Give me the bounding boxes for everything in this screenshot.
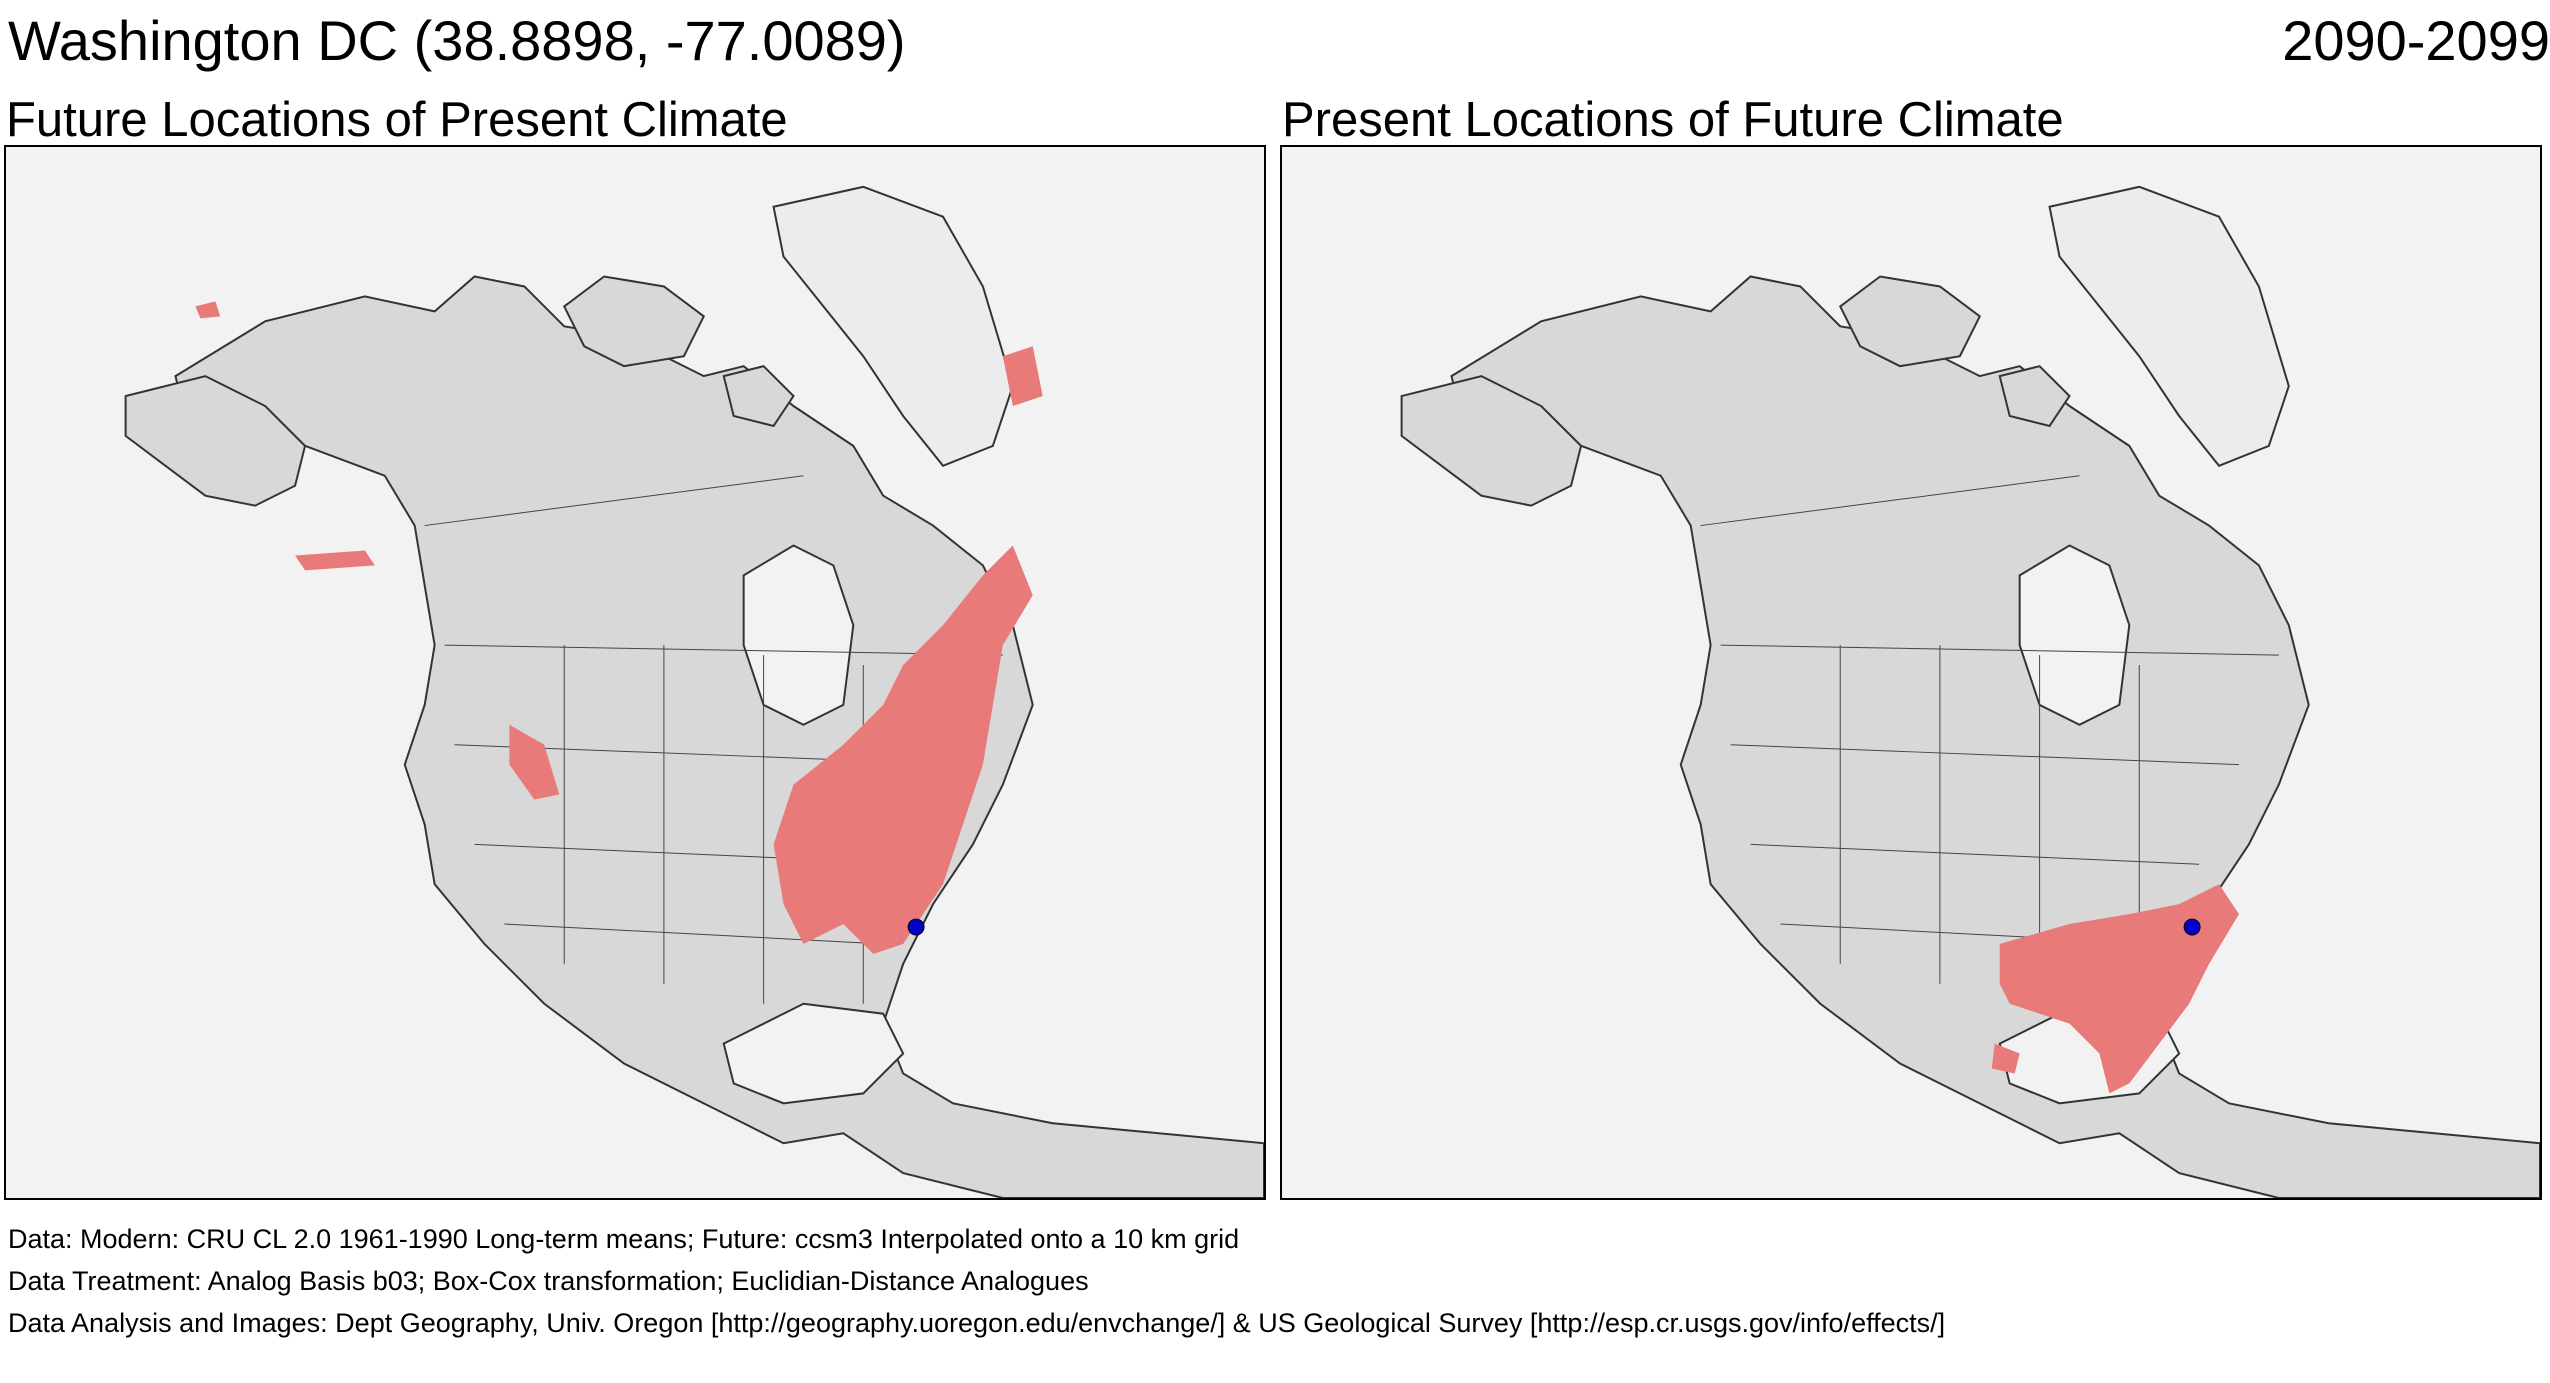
- gulf-of-mexico: [722, 1002, 905, 1105]
- analog-region-greenland: [1002, 346, 1043, 407]
- site-marker: [907, 918, 925, 936]
- analog-region-nw: [195, 301, 221, 319]
- greenland-landmass: [2048, 185, 2290, 467]
- right-map-panel: [1280, 145, 2542, 1200]
- left-map: [124, 185, 1264, 1198]
- arctic-islands: [562, 275, 795, 428]
- alaska-landmass: [124, 375, 307, 507]
- location-title: Washington DC (38.8898, -77.0089): [8, 9, 906, 72]
- north-america-landmass: [174, 275, 1264, 1198]
- left-panel-title: Future Locations of Present Climate: [6, 93, 788, 147]
- analog-region-florida-gulf: [1991, 1043, 2020, 1074]
- north-america-landmass: [1450, 275, 2540, 1198]
- footer-data-treatment: Data Treatment: Analog Basis b03; Box-Co…: [8, 1266, 1089, 1296]
- alaska-landmass: [1400, 375, 1583, 507]
- arctic-islands: [1838, 275, 2071, 428]
- right-panel-title: Present Locations of Future Climate: [1282, 93, 2064, 147]
- footer-data-source: Data: Modern: CRU CL 2.0 1961-1990 Long-…: [8, 1224, 1240, 1254]
- footer-data-credits: Data Analysis and Images: Dept Geography…: [8, 1308, 1946, 1338]
- analog-region-east: [773, 545, 1033, 954]
- analog-region-southeast: [1999, 884, 2239, 1094]
- hudson-bay: [2018, 544, 2131, 726]
- right-map: [1400, 185, 2540, 1198]
- site-marker: [2183, 918, 2201, 936]
- political-boundaries: [424, 475, 1003, 1004]
- hudson-bay: [742, 544, 855, 726]
- period-title: 2090-2099: [2282, 9, 2550, 72]
- analog-region-west-patch: [509, 724, 560, 800]
- analog-region-alaska: [295, 550, 375, 571]
- greenland-landmass: [772, 185, 1014, 467]
- left-map-panel: [4, 145, 1266, 1200]
